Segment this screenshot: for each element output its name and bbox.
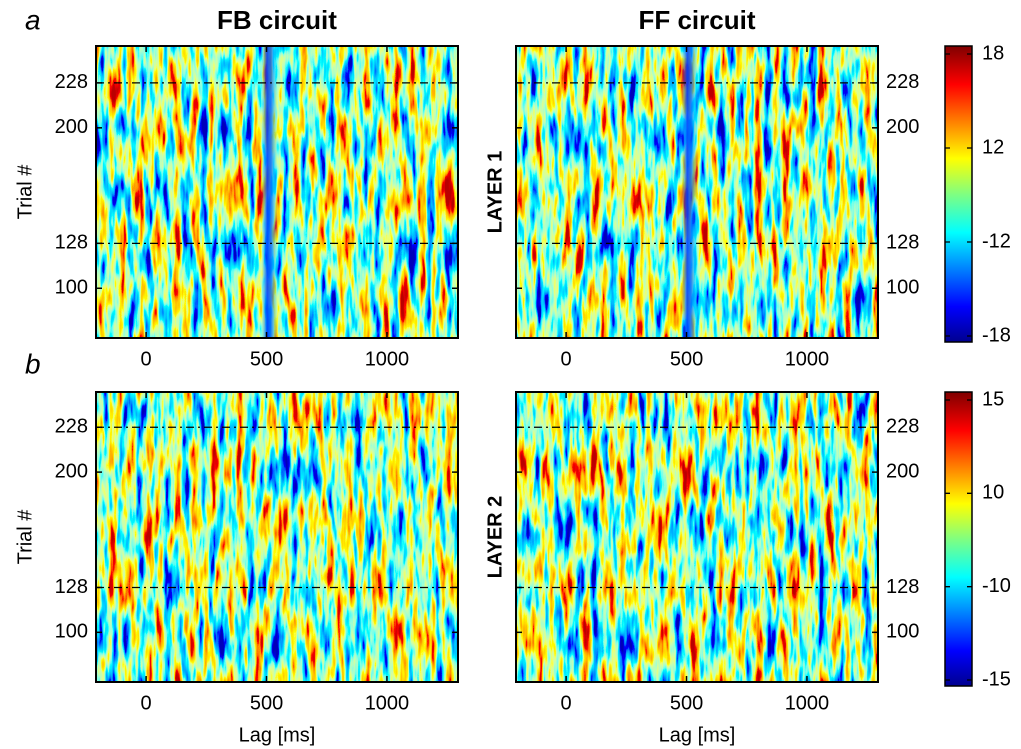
y-tick-label: 228: [55, 416, 88, 438]
colorbar-tick-label: -15: [982, 668, 1011, 690]
y-tick-label: 128: [55, 232, 88, 254]
y-tick-label: 100: [886, 277, 919, 299]
x-tick-label: 0: [141, 348, 152, 370]
colorbar: [944, 45, 973, 343]
heatmap: [516, 392, 878, 682]
y-tick-label: 128: [55, 576, 88, 598]
y-tick-label: 200: [55, 460, 88, 482]
y-tick-label: 200: [886, 460, 919, 482]
x-tick-label: 0: [561, 348, 572, 370]
colorbar-tick-label: 15: [982, 388, 1004, 410]
plot-frame: [95, 391, 459, 683]
panel-label: a: [25, 4, 41, 35]
y-axis-label: LAYER 1: [484, 151, 506, 234]
colorbar: [944, 391, 973, 687]
plot-frame: [515, 45, 879, 339]
colorbar-tick-label: -10: [982, 575, 1011, 597]
y-tick-label: 228: [55, 71, 88, 93]
y-axis-label: Trial #: [14, 164, 36, 220]
colorbar-tick-label: -18: [982, 324, 1011, 346]
column-title: FF circuit: [638, 5, 755, 35]
colorbar-tick-label: 18: [982, 42, 1004, 64]
x-axis-label: Lag [ms]: [239, 724, 316, 746]
x-tick-label: 0: [141, 692, 152, 714]
plot-frame: [515, 391, 879, 683]
heatmap: [96, 392, 458, 682]
column-title: FB circuit: [217, 5, 337, 35]
x-tick-label: 500: [670, 348, 703, 370]
x-axis-label: Lag [ms]: [659, 724, 736, 746]
colorbar-tick-label: 12: [982, 136, 1004, 158]
x-tick-label: 0: [561, 692, 572, 714]
y-tick-label: 228: [886, 416, 919, 438]
y-axis-label: LAYER 2: [484, 496, 506, 579]
y-tick-label: 200: [55, 116, 88, 138]
x-tick-label: 1000: [785, 348, 830, 370]
y-tick-label: 100: [55, 277, 88, 299]
plot-frame: [95, 45, 459, 339]
heatmap-feature: [261, 46, 278, 338]
x-tick-label: 1000: [365, 348, 410, 370]
heatmap-feature: [681, 46, 698, 338]
y-tick-label: 100: [55, 621, 88, 643]
y-tick-label: 100: [886, 621, 919, 643]
y-axis-label: Trial #: [14, 509, 36, 565]
y-tick-label: 128: [886, 232, 919, 254]
x-tick-label: 500: [250, 692, 283, 714]
x-tick-label: 500: [250, 348, 283, 370]
y-tick-label: 128: [886, 576, 919, 598]
x-tick-label: 1000: [365, 692, 410, 714]
y-tick-label: 228: [886, 71, 919, 93]
colorbar-tick-label: -12: [982, 230, 1011, 252]
panel-label: b: [25, 348, 41, 379]
colorbar-tick-label: 10: [982, 482, 1004, 504]
y-tick-label: 200: [886, 116, 919, 138]
x-tick-label: 500: [670, 692, 703, 714]
x-tick-label: 1000: [785, 692, 830, 714]
